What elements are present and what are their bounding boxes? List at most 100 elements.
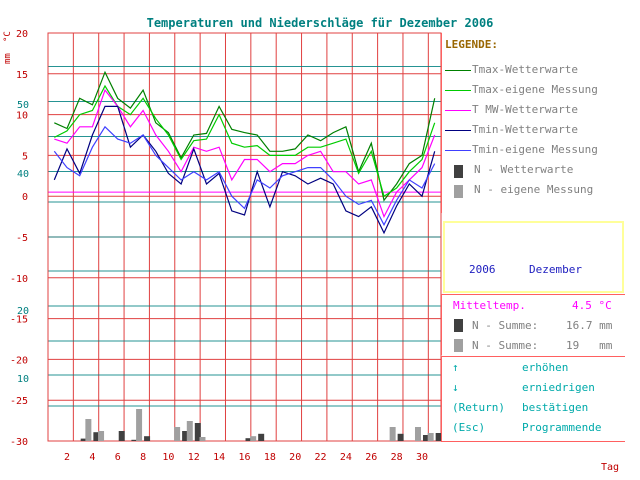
legend-bar-swatch <box>454 185 463 198</box>
precip-sum2-label: N - Summe: <box>472 339 539 352</box>
x-tick-label: 28 <box>391 452 403 463</box>
precip-bar <box>422 435 429 441</box>
y-tick-label: 15 <box>16 70 28 81</box>
control-confirm-label: bestätigen <box>522 401 589 414</box>
control-lower-label: erniedrigen <box>522 381 595 394</box>
mean-temp-value: 4.5 °C <box>572 299 612 312</box>
precip-bar <box>85 419 92 441</box>
precip-bar <box>199 437 206 441</box>
control-lower[interactable]: ↓ erniedrigen <box>442 381 625 399</box>
precip-bar <box>397 433 404 441</box>
y-tick-label: -10 <box>10 274 28 285</box>
precip-bar <box>136 409 143 441</box>
control-confirm[interactable]: (Return) bestätigen <box>442 401 625 419</box>
precip-bar <box>414 427 421 441</box>
precip-sum2-value: 19 mm <box>566 339 613 352</box>
control-raise[interactable]: ↑ erhöhen <box>442 361 625 379</box>
mean-temp-label: Mitteltemp. <box>453 299 526 312</box>
period-month: Dezember <box>529 263 582 276</box>
y-tick-label: 10 <box>16 111 28 122</box>
x-tick-label: 8 <box>140 452 146 463</box>
precip-sum-swatch-1 <box>454 319 463 332</box>
precip-bar <box>194 423 201 441</box>
y-axis-unit-deg: °C <box>3 31 13 42</box>
precip-bar <box>435 433 442 441</box>
legend-line-swatch <box>445 130 471 131</box>
arrow-up-icon: ↑ <box>452 361 459 374</box>
legend-label: T MW-Wetterwarte <box>472 103 578 116</box>
precip-bars <box>80 409 442 441</box>
precip-bar <box>144 436 151 441</box>
y-tick-label: -20 <box>10 355 28 366</box>
y-tick-label: -30 <box>10 437 28 448</box>
legend-item: Tmin-eigene Messung <box>442 143 625 159</box>
control-exit-label: Programmende <box>522 421 602 434</box>
mm-tick-label: 20 <box>17 306 29 317</box>
x-tick-label: 14 <box>213 452 225 463</box>
control-exit[interactable]: (Esc) Programmende <box>442 421 625 439</box>
series-line <box>53 125 436 227</box>
stats-panel: Mitteltemp. 4.5 °C N - Summe: 16.7 mm N … <box>441 294 625 355</box>
legend-line-swatch <box>445 90 471 91</box>
legend-line-swatch <box>445 70 471 71</box>
legend-label: Tmax-Wetterwarte <box>472 63 578 76</box>
precip-bar <box>131 439 138 441</box>
legend-item: Tmax-eigene Messung <box>442 83 625 99</box>
precip-sum1-label: N - Summe: <box>472 319 539 332</box>
precip-bar <box>245 438 252 441</box>
precip-bar <box>427 433 434 441</box>
y-tick-label: 20 <box>16 29 28 40</box>
precip-bar <box>250 436 257 441</box>
control-raise-label: erhöhen <box>522 361 569 374</box>
precip-bar <box>186 421 193 441</box>
x-tick-label: 26 <box>365 452 377 463</box>
return-key-label: (Return) <box>452 401 505 414</box>
x-tick-label: 18 <box>264 452 276 463</box>
period-year: 2006 <box>469 263 496 276</box>
precip-bar <box>98 431 105 441</box>
legend-bar-swatch <box>454 165 463 178</box>
y-tick-label: -25 <box>10 396 28 407</box>
legend-label: N - Wetterwarte <box>474 163 574 176</box>
x-axis-label: Tag <box>601 462 619 473</box>
mm-tick-label: 10 <box>17 374 29 385</box>
mm-tick-label: 50 <box>17 100 29 111</box>
precip-bar <box>182 431 189 441</box>
x-tick-label: 16 <box>238 452 250 463</box>
x-tick-label: 22 <box>315 452 327 463</box>
precip-bar <box>389 427 396 441</box>
legend-label: Tmin-Wetterwarte <box>472 123 578 136</box>
period-box: 2006 Dezember <box>443 221 624 293</box>
series-line <box>53 105 436 235</box>
legend-item: Tmin-Wetterwarte <box>442 123 625 139</box>
legend-item: N - eigene Messung <box>442 183 625 199</box>
x-tick-label: 6 <box>115 452 121 463</box>
precip-bar <box>174 427 181 441</box>
legend-label: N - eigene Messung <box>474 183 594 196</box>
legend-line-swatch <box>445 150 471 151</box>
precip-sum1-value: 16.7 mm <box>566 319 613 332</box>
legend-item: Tmax-Wetterwarte <box>442 63 625 79</box>
esc-key-label: (Esc) <box>452 421 486 434</box>
y-tick-label: -5 <box>16 233 28 244</box>
legend-item: N - Wetterwarte <box>442 163 625 179</box>
plot-frame <box>47 32 442 442</box>
precip-sum-swatch-2 <box>454 339 463 352</box>
x-tick-label: 20 <box>289 452 301 463</box>
controls-panel: ↑ erhöhen ↓ erniedrigen (Return) bestäti… <box>441 356 625 442</box>
arrow-down-icon: ↓ <box>452 381 459 394</box>
legend-line-swatch <box>445 110 471 111</box>
legend-panel: LEGENDE: Tmax-Wetterwarte Tmax-eigene Mes… <box>441 33 625 213</box>
x-tick-label: 30 <box>416 452 428 463</box>
legend-heading: LEGENDE: <box>445 38 498 51</box>
precip-bar <box>80 438 87 441</box>
precip-bar <box>93 432 100 441</box>
y-tick-label: -15 <box>10 315 28 326</box>
grid <box>47 32 442 442</box>
y-tick-label: 5 <box>22 151 28 162</box>
x-tick-label: 10 <box>162 452 174 463</box>
legend-label: Tmax-eigene Messung <box>472 83 598 96</box>
legend-item: T MW-Wetterwarte <box>442 103 625 119</box>
